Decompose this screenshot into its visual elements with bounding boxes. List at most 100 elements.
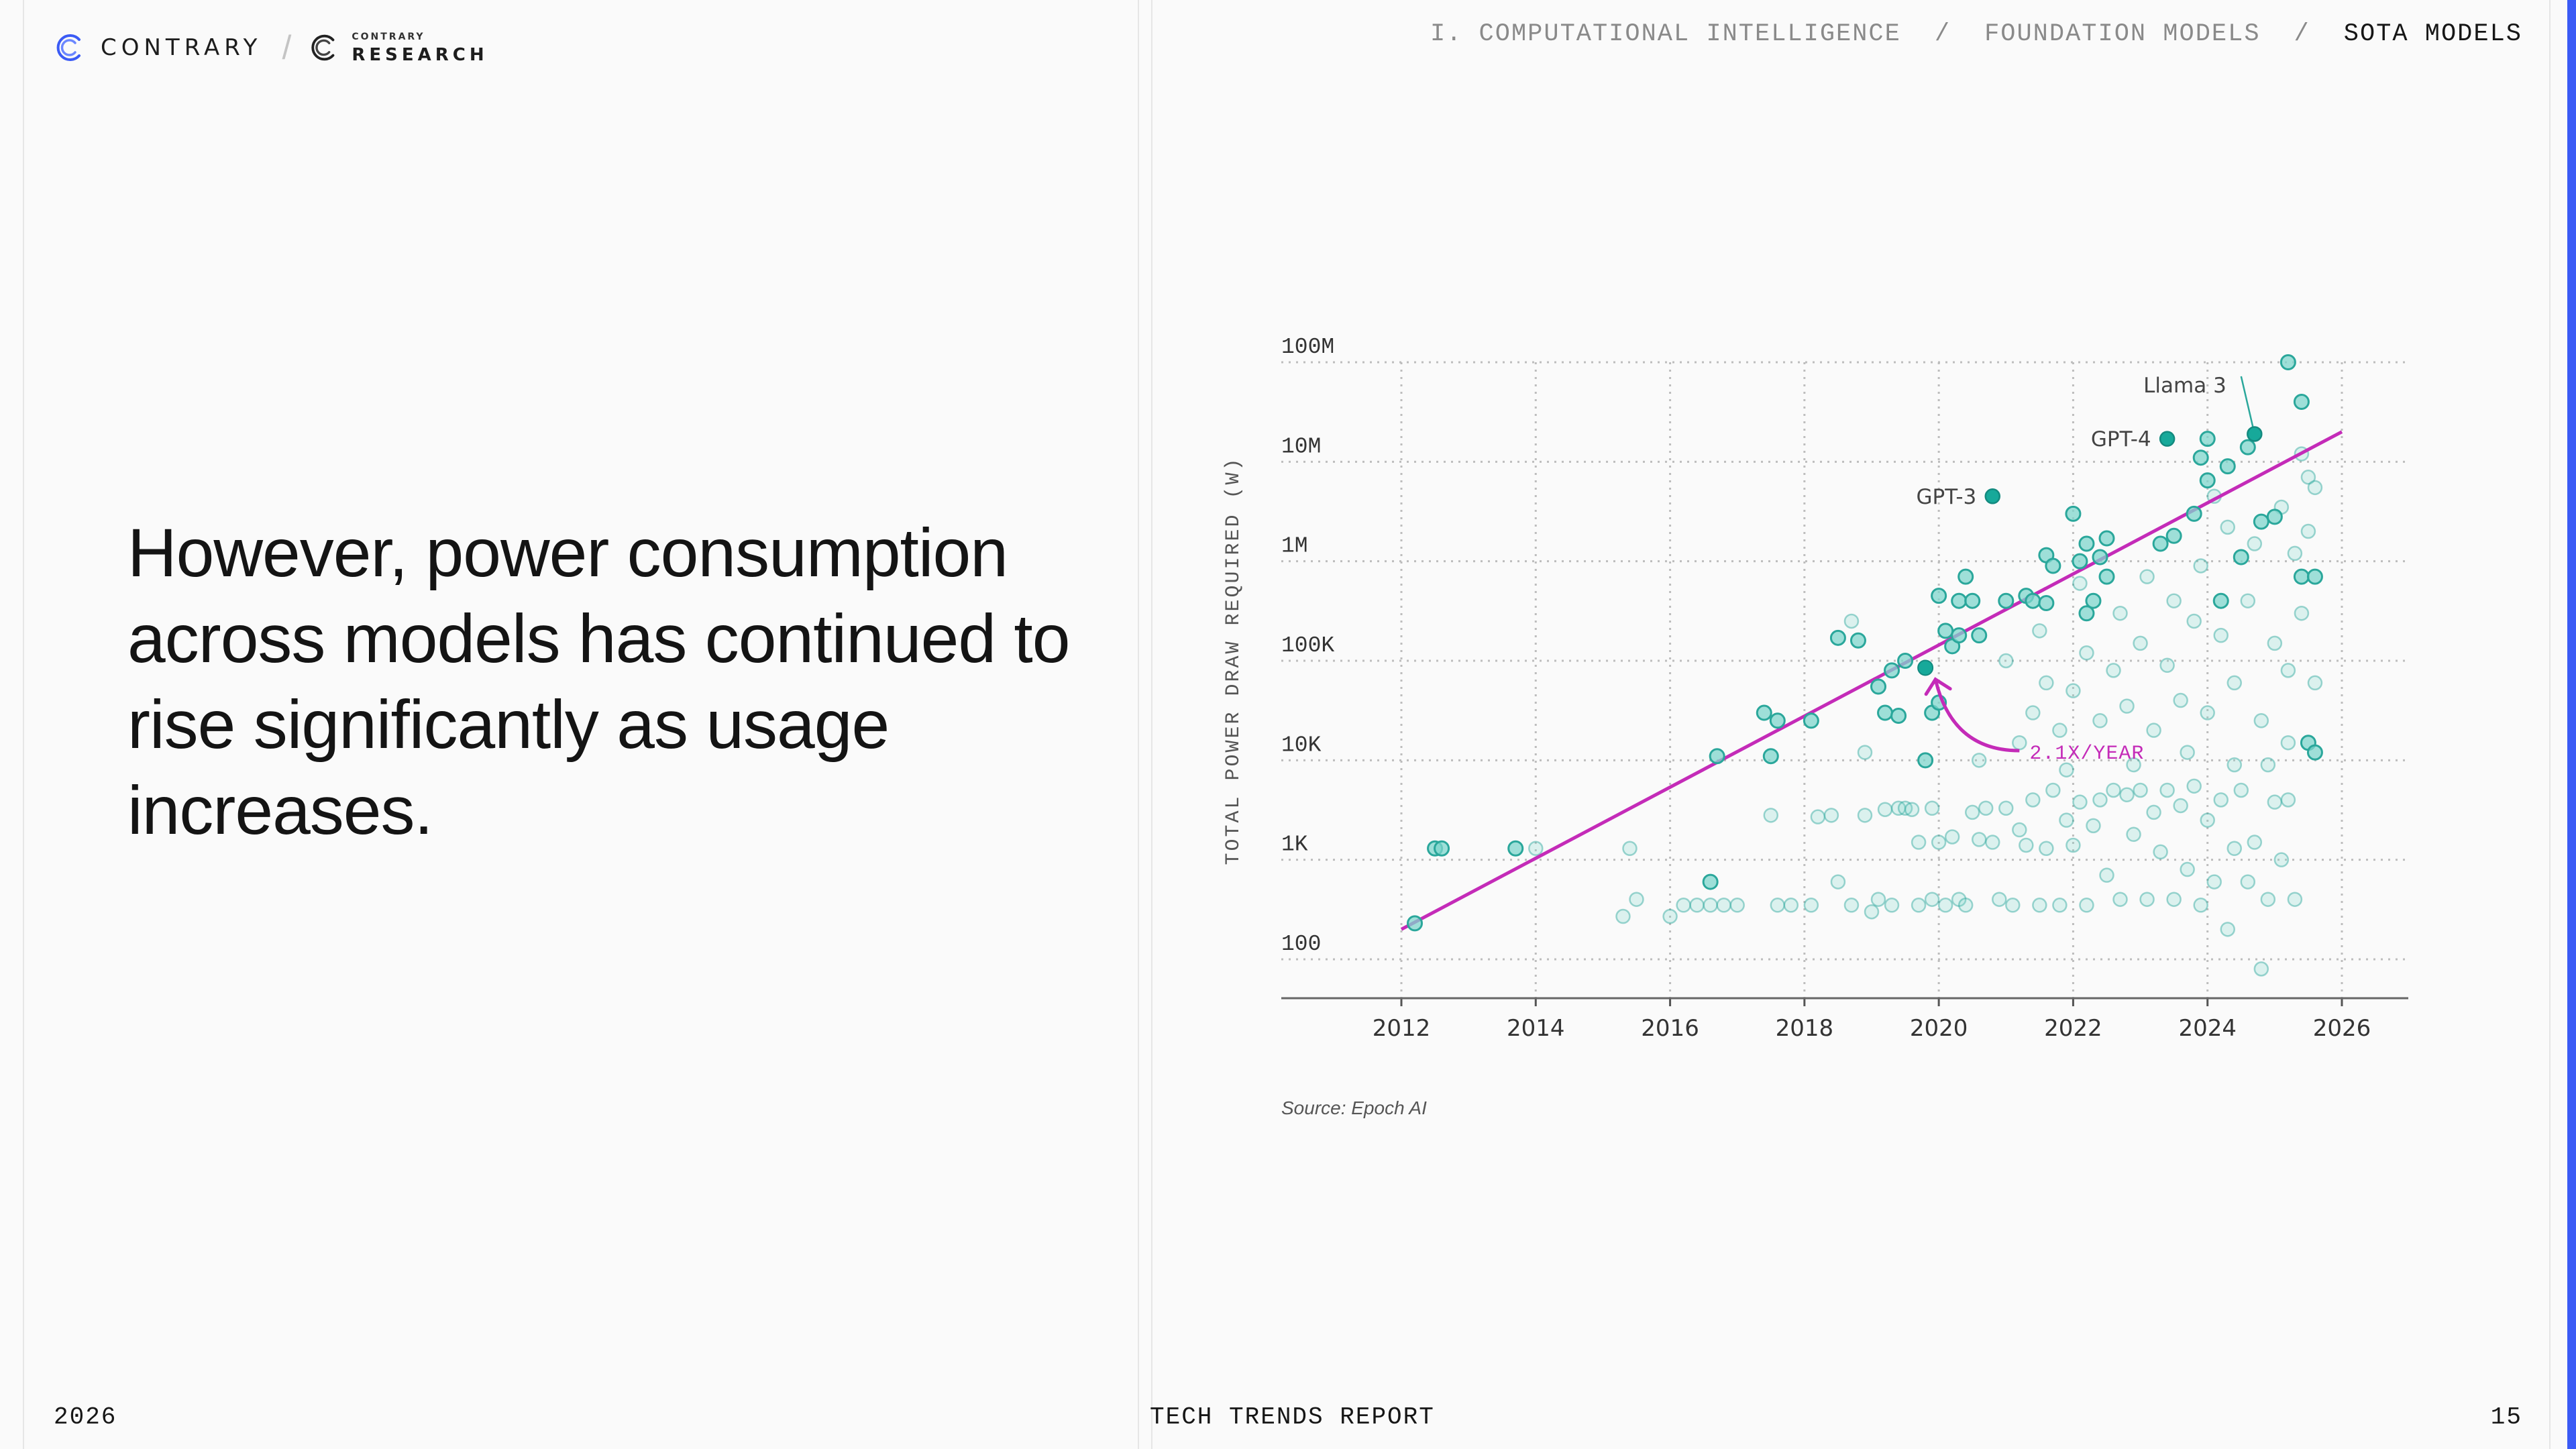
data-point-highlighted: [2293, 394, 2310, 411]
data-point-highlighted: [1957, 568, 1974, 585]
data-point-highlighted: [1964, 592, 1981, 609]
research-wordmark: CONTRARY RESEARCH: [352, 32, 488, 64]
brand-name: CONTRARY: [101, 34, 262, 61]
data-point: [1629, 892, 1644, 907]
data-point: [2280, 735, 2296, 751]
data-point-highlighted: [2253, 513, 2269, 530]
data-point-highlighted: [2038, 594, 2055, 611]
data-point: [1662, 908, 1678, 924]
trend-arrow: [1933, 679, 2020, 753]
data-point: [2213, 627, 2229, 643]
center-divider-left: [1138, 0, 1139, 1449]
data-point: [1897, 800, 1913, 816]
data-point-highlighted: [2293, 568, 2310, 585]
x-tick-label: 2022: [2044, 1015, 2102, 1042]
annotation-label: GPT-4: [2091, 427, 2151, 451]
data-point: [1884, 898, 1900, 913]
data-point: [2173, 798, 2188, 814]
data-point-highlighted: [1937, 623, 1954, 639]
data-point: [2159, 782, 2175, 798]
contrary-logo-icon: [56, 34, 80, 61]
data-point-highlighted: [2306, 744, 2323, 761]
data-point: [2005, 898, 2021, 913]
data-point: [2106, 782, 2121, 798]
data-point-highlighted: [1877, 704, 1894, 721]
data-point: [2052, 722, 2068, 738]
y-tick-label: 10M: [1281, 434, 1321, 459]
data-point: [2240, 874, 2256, 890]
data-point: [2193, 558, 2208, 574]
data-point-highlighted: [2192, 449, 2209, 466]
data-point: [2253, 713, 2269, 729]
breadcrumb-item-topic[interactable]: FOUNDATION MODELS: [1984, 20, 2261, 48]
data-point: [2300, 470, 2316, 485]
data-point: [2280, 663, 2296, 678]
data-point: [2247, 536, 2263, 551]
data-point: [2233, 782, 2249, 798]
data-point: [2240, 593, 2256, 608]
data-point: [2173, 692, 2188, 708]
data-point: [2052, 898, 2068, 913]
y-tick-label: 100K: [1281, 633, 1334, 658]
data-point: [2039, 841, 2054, 857]
data-point: [1716, 898, 1731, 913]
headline: However, power consumption across models…: [127, 515, 1070, 849]
data-point-highlighted: [1951, 592, 1968, 609]
brand-logo[interactable]: CONTRARY / CONTRARY RESEARCH: [52, 29, 488, 66]
data-point-highlighted: [2233, 549, 2249, 566]
data-point: [2260, 892, 2276, 907]
breadcrumb-item-section[interactable]: I. COMPUTATIONAL INTELLIGENCE: [1430, 20, 1901, 48]
data-point: [2287, 892, 2303, 907]
data-point: [1870, 892, 1886, 907]
annotation-leader: [2240, 376, 2256, 435]
breadcrumb-item-current: SOTA MODELS: [2343, 20, 2522, 48]
data-point-highlighted: [2152, 535, 2169, 552]
annotation-label: GPT-3: [1917, 485, 1977, 509]
data-point: [1877, 802, 1893, 817]
data-point: [2307, 675, 2323, 691]
data-point: [2139, 569, 2155, 584]
data-point: [1528, 841, 1544, 857]
data-point: [2180, 861, 2195, 877]
data-point-highlighted: [2098, 568, 2115, 585]
data-point: [1890, 800, 1907, 816]
data-point: [2119, 787, 2135, 803]
data-point: [2112, 892, 2128, 907]
data-point: [1843, 898, 1860, 913]
data-point: [2226, 757, 2243, 773]
data-point: [2059, 762, 2074, 777]
data-point-highlighted: [2025, 592, 2041, 609]
data-point: [2186, 778, 2202, 794]
data-point: [2072, 794, 2088, 810]
data-point: [1924, 892, 1940, 907]
data-point: [2065, 683, 2081, 698]
x-tick-label: 2018: [1776, 1015, 1834, 1042]
data-point-highlighted: [2065, 505, 2082, 522]
left-margin-line: [23, 0, 24, 1449]
data-point: [1689, 898, 1705, 913]
y-tick-label: 1M: [1281, 534, 1308, 559]
footer-report-title: TECH TRENDS REPORT: [1150, 1403, 1435, 1431]
data-point: [2092, 792, 2108, 808]
data-point: [1931, 835, 1947, 850]
annotation-point: [2159, 431, 2176, 447]
data-point: [1924, 800, 1940, 816]
annotation-point: [2247, 426, 2263, 442]
data-point-highlighted: [2239, 439, 2256, 455]
data-point: [1911, 898, 1927, 913]
y-tick-label: 100: [1281, 932, 1321, 957]
data-point: [2180, 745, 2195, 760]
data-point: [1823, 808, 1839, 823]
data-point: [2200, 705, 2215, 720]
data-point-highlighted: [2306, 568, 2323, 585]
y-axis-label: TOTAL POWER DRAW REQUIRED (W): [1222, 456, 1245, 865]
data-point: [1615, 908, 1631, 924]
data-point: [2032, 623, 2047, 639]
data-point: [1998, 653, 2014, 669]
research-wordmark-big: RESEARCH: [352, 44, 488, 65]
y-tick-label: 100M: [1281, 335, 1334, 360]
data-point-highlighted: [1507, 840, 1524, 857]
data-point: [2126, 757, 2141, 773]
data-point-highlighted: [2219, 458, 2236, 475]
data-point: [2206, 874, 2222, 890]
